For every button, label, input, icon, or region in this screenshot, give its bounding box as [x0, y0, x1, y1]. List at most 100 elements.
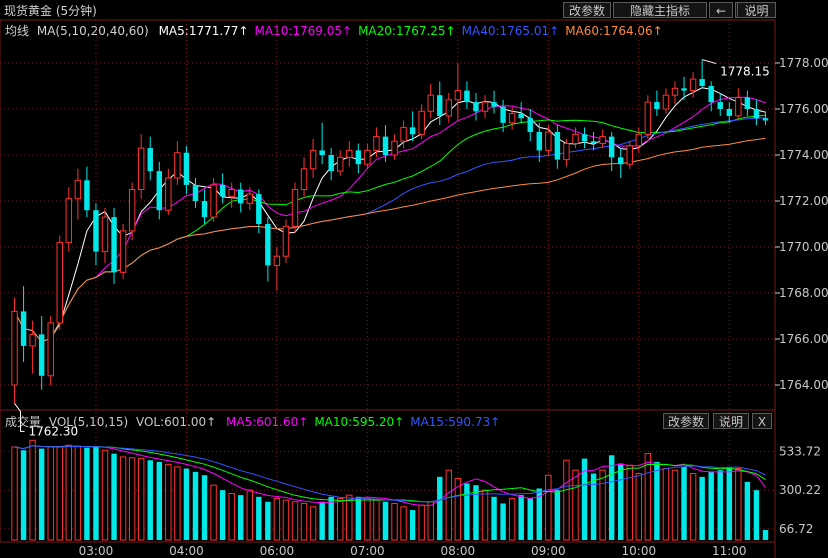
candle-body-down — [201, 201, 208, 218]
volume-bar-down — [699, 476, 705, 540]
price-tick-label: 1772.00 — [779, 194, 828, 208]
volume-bar-down — [473, 485, 479, 540]
vol-legend: 成交量 VOL(5,10,15) VOL:601.00↑ MA5:601.60↑… — [5, 413, 500, 430]
candle-body-down — [726, 109, 732, 116]
price-tick-label: 1768.00 — [779, 286, 828, 300]
arrow-left-icon[interactable]: ← — [709, 2, 733, 18]
volume-bar-up — [373, 499, 380, 541]
candle-body-down — [753, 109, 760, 119]
ma60-line — [14, 137, 766, 343]
candle-body-up — [300, 168, 308, 191]
candle-body-up — [282, 225, 290, 257]
candle-body-up — [346, 149, 353, 158]
time-tick-label: 11:00 — [712, 544, 747, 558]
volume-bar-down — [183, 468, 190, 540]
candle-body-up — [454, 90, 462, 101]
candle-body-up — [445, 99, 453, 117]
vol-tick-label: 66.72 — [779, 522, 813, 536]
volume-bar-down — [762, 530, 769, 540]
ma-legend-item-4: MA60:1764.06↑ — [565, 24, 663, 38]
volume-bar-up — [626, 464, 633, 541]
candle-body-up — [545, 131, 552, 151]
volume-bar-down — [355, 496, 362, 540]
volume-bar-down — [93, 446, 99, 540]
volume-bar-up — [11, 446, 18, 541]
price-tick-label: 1774.00 — [779, 148, 828, 162]
candle-body-up — [635, 133, 643, 147]
candle-body-up — [56, 241, 63, 324]
volume-bar-up — [644, 453, 652, 541]
close-icon[interactable]: X — [752, 413, 772, 429]
edit-params-button[interactable]: 改参数 — [563, 2, 611, 18]
candle-body-down — [20, 311, 27, 346]
volume-bar-down — [238, 495, 244, 540]
candle-body-down — [590, 141, 597, 144]
volume-bar-down — [156, 461, 162, 540]
volume-bar-down — [437, 476, 443, 540]
candle-body-down — [409, 127, 416, 135]
candle-body-up — [273, 255, 281, 266]
candle-body-up — [735, 97, 742, 117]
candle-body-up — [74, 179, 82, 200]
low-price-label: 1762.30 — [29, 424, 79, 438]
candle-body-down — [681, 88, 687, 91]
volume-bar-down — [20, 450, 27, 540]
volume-bar-down — [491, 496, 497, 540]
candle-body-down — [319, 150, 325, 155]
indicator-spec: MA(5,10,20,40,60) — [36, 24, 149, 38]
volume-bar-up — [427, 501, 434, 541]
candle-body-up — [644, 101, 652, 135]
volume-bar-down — [328, 496, 334, 540]
volume-bar-up — [137, 458, 145, 541]
volume-bar-down — [265, 501, 271, 540]
candle-body-down — [762, 118, 769, 121]
candle-body-down — [744, 97, 751, 109]
ma-legend-item-2: MA20:1767.25↑ — [358, 24, 456, 38]
volume-bar-up — [273, 497, 281, 541]
candle-body-up — [364, 149, 371, 165]
hide-indicator-button[interactable]: 隐藏主指标 — [613, 2, 707, 18]
indicator-name: 均线 — [5, 24, 30, 38]
volume-bar-up — [174, 466, 181, 541]
volume-bar-up — [445, 469, 453, 541]
candle-body-down — [536, 132, 542, 151]
volume-bar-up — [309, 506, 317, 541]
vol-indicator-spec: VOL(5,10,15) — [48, 415, 129, 429]
volume-bar-up — [481, 489, 489, 541]
volume-bar-down — [527, 498, 533, 540]
vol-help-button[interactable]: 说明 — [713, 413, 749, 429]
volume-bar-down — [744, 481, 751, 540]
vol-edit-params-button[interactable]: 改参数 — [663, 413, 709, 429]
time-tick-label: 07:00 — [350, 544, 385, 558]
candle-body-up — [662, 94, 670, 110]
ma-legend-item-3: MA40:1765.01↑ — [461, 24, 560, 38]
candle-body-up — [337, 156, 344, 172]
candle-body-up — [309, 149, 317, 170]
candle-body-down — [38, 334, 45, 376]
candle-body-up — [246, 193, 253, 204]
main-legend: 均线 MA(5,10,20,40,60) MA5:1771.77↑ MA10:17… — [5, 22, 663, 39]
volume-bar-down — [717, 470, 723, 540]
volume-bar-down — [147, 460, 153, 540]
ma5-line — [14, 87, 766, 343]
main-panel-frame — [0, 19, 776, 411]
candle-body-down — [156, 171, 162, 211]
candle-body-down — [500, 106, 506, 123]
help-button[interactable]: 说明 — [737, 2, 776, 18]
volume-bar-down — [536, 488, 542, 540]
volume-bar-up — [364, 497, 371, 541]
price-tick-label: 1764.00 — [779, 378, 828, 392]
candle-body-up — [47, 322, 54, 377]
candle-body-down — [437, 95, 443, 116]
high-marker-line — [702, 59, 717, 65]
volume-bar-up — [101, 449, 109, 541]
volume-bar-down — [111, 453, 117, 540]
candle-body-up — [418, 110, 425, 135]
volume-bar-up — [119, 456, 127, 541]
volume-bar-down — [753, 490, 760, 540]
volume-bar-up — [47, 446, 54, 541]
volume-bar-up — [545, 474, 552, 541]
candle-body-down — [554, 132, 561, 160]
candle-body-down — [491, 102, 497, 107]
